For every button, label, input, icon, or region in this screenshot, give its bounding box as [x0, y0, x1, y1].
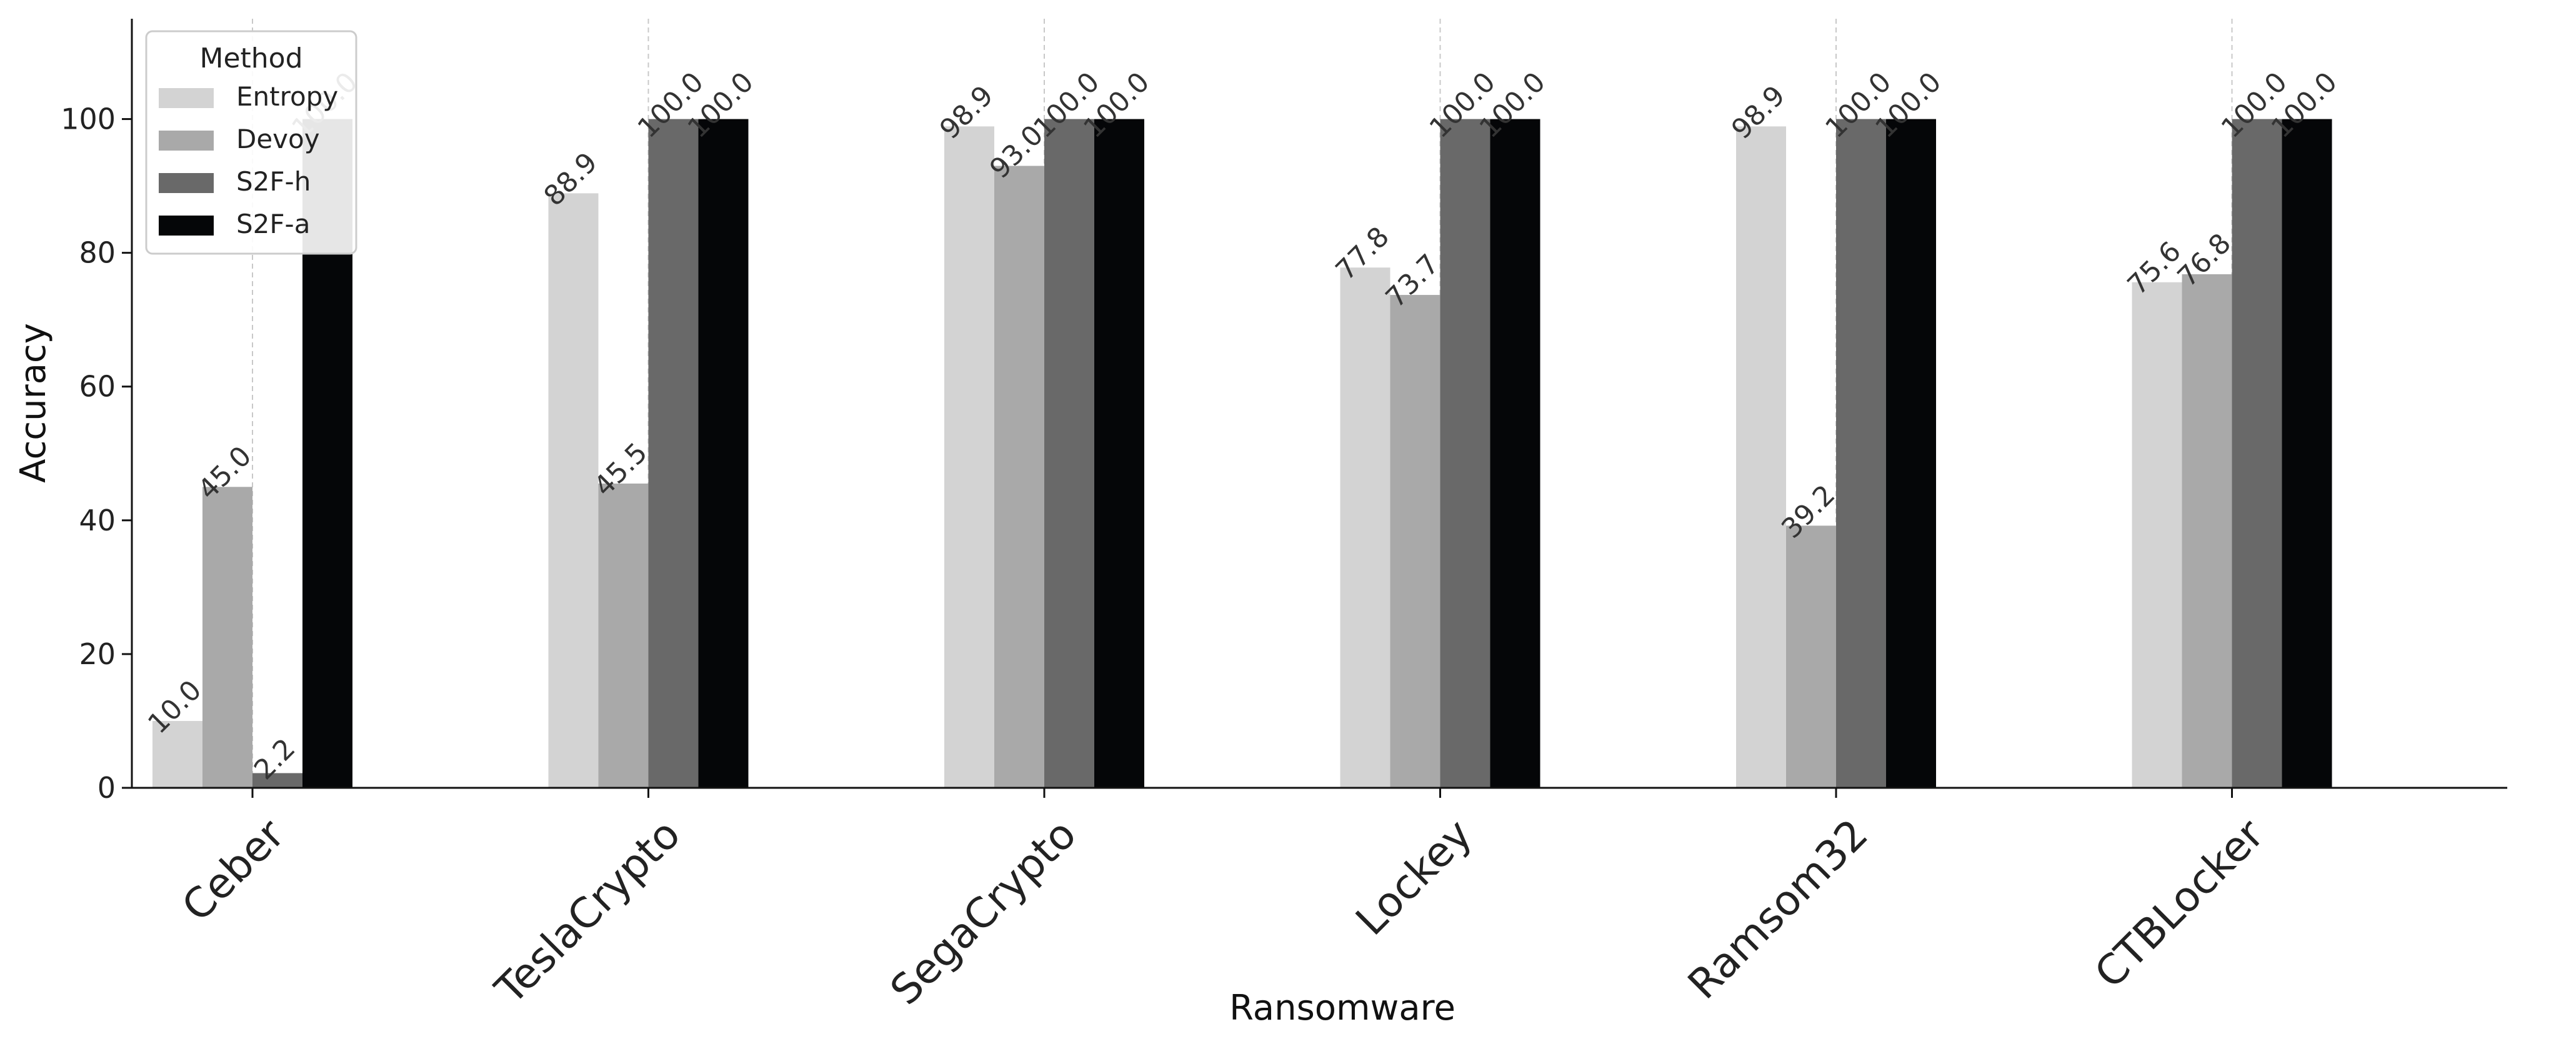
legend-swatch-s2f-a — [159, 216, 214, 236]
axes — [122, 19, 2507, 798]
x-tick-label: Ramsom32 — [1679, 810, 1877, 1008]
x-tick-label: SegaCrypto — [881, 810, 1086, 1014]
x-tick-label: Lockey — [1347, 810, 1482, 945]
legend-swatch-devoy — [159, 131, 214, 151]
bar-entropy-ctblocker — [2132, 282, 2182, 788]
x-tick-label: TeslaCrypto — [486, 810, 689, 1013]
bar-devoy-ceber — [202, 487, 252, 788]
bar-entropy-ceber — [152, 720, 202, 788]
bar-s2f-h-ramsom32 — [1836, 119, 1886, 788]
bar-devoy-ramsom32 — [1786, 525, 1836, 788]
y-tick-label: 20 — [79, 637, 116, 671]
bar-entropy-teslacrypto — [548, 193, 599, 788]
y-tick-label: 40 — [79, 504, 116, 537]
bar-s2f-a-teslacrypto — [698, 119, 749, 788]
bar-s2f-a-lockey — [1490, 119, 1540, 788]
bar-entropy-lockey — [1340, 267, 1390, 788]
legend-label-entropy: Entropy — [236, 81, 338, 112]
bar-devoy-ctblocker — [2182, 274, 2232, 788]
bar-devoy-lockey — [1390, 295, 1440, 788]
y-tick-label: 80 — [79, 236, 116, 270]
bar-s2f-h-teslacrypto — [648, 119, 699, 788]
bar-entropy-segacrypto — [944, 126, 994, 788]
legend-label-devoy: Devoy — [236, 124, 320, 154]
legend-label-s2f-h: S2F-h — [236, 166, 311, 197]
bar-s2f-h-lockey — [1440, 119, 1490, 788]
y-tick-label: 60 — [79, 370, 116, 404]
bar-s2f-h-ceber — [252, 773, 302, 788]
legend-title: Method — [199, 42, 302, 74]
x-tick-label: CTBLocker — [2085, 810, 2274, 998]
bar-s2f-a-ctblocker — [2282, 119, 2332, 788]
bar-s2f-h-segacrypto — [1044, 119, 1094, 788]
tick-labels: 0 20 40 60 80 100 Ceber TeslaCrypto SegaCrypto Lo… — [61, 102, 2274, 1015]
bar-devoy-teslacrypto — [598, 483, 649, 788]
bar-devoy-segacrypto — [994, 166, 1044, 788]
legend: Method Entropy Devoy S2F-h S2F-a — [145, 30, 357, 255]
y-axis-title: Accuracy — [13, 323, 54, 483]
y-tick-label: 0 — [97, 771, 116, 805]
legend-swatch-s2f-h — [159, 173, 214, 193]
x-tick-label: Ceber — [173, 810, 294, 931]
legend-label-s2f-a: S2F-a — [236, 209, 310, 239]
bar-s2f-h-ctblocker — [2232, 119, 2282, 788]
bar-s2f-a-ramsom32 — [1886, 119, 1936, 788]
legend-swatch-entropy — [159, 88, 214, 108]
x-axis-title: Ransomware — [1229, 988, 1455, 1028]
bar-entropy-ramsom32 — [1736, 126, 1786, 788]
legend-frame — [145, 30, 357, 255]
y-tick-label: 100 — [61, 102, 116, 136]
bars — [152, 119, 2332, 788]
data-labels: 10.045.02.2100.088.945.5100.0100.098.993… — [142, 66, 2344, 786]
bar-s2f-a-segacrypto — [1094, 119, 1144, 788]
